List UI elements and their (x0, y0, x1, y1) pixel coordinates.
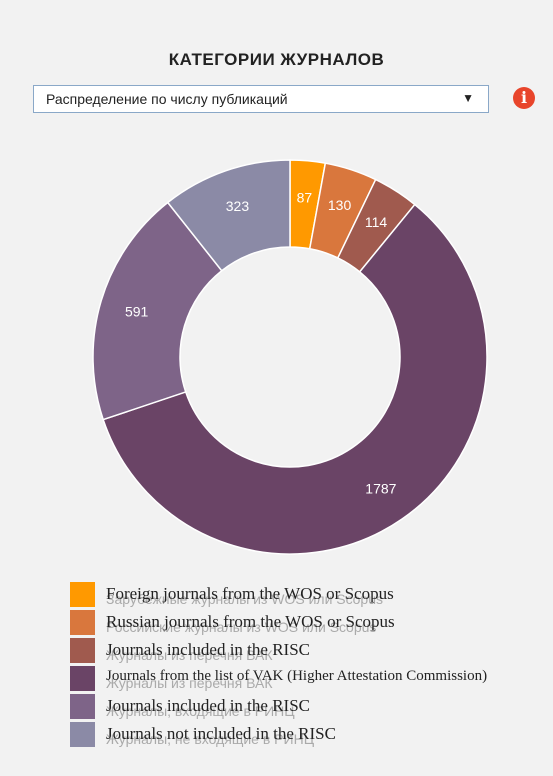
legend-label: Russian journals from the WOS or Scopus (106, 612, 395, 631)
chevron-down-icon: ▼ (462, 91, 474, 105)
legend-label: Journals included in the RISC (106, 696, 310, 715)
donut-chart: 87 130 114 1787 591 323 (92, 159, 488, 555)
legend-swatch (70, 694, 95, 719)
info-icon[interactable]: i (513, 87, 535, 109)
legend-label: Journals from the list of VAK (Higher At… (106, 668, 488, 684)
donut-labels: 87 130 114 1787 591 323 (125, 190, 397, 497)
legend-swatch (70, 722, 95, 747)
legend-swatch (70, 638, 95, 663)
legend-swatch (70, 582, 95, 607)
legend-swatch (70, 610, 95, 635)
slice-value-label: 323 (226, 198, 250, 214)
donut-slice[interactable] (92, 201, 223, 421)
legend-ghost-label: Журналы из перечня ВАК (106, 675, 273, 691)
page-title: КАТЕГОРИИ ЖУРНАЛОВ (168, 50, 385, 69)
legend-label: Foreign journals from the WOS or Scopus (106, 584, 394, 603)
legend-label: Journals not included in the RISC (106, 724, 336, 743)
legend-ghost-label: Журналы из перечня ВАК (106, 647, 273, 663)
slice-value-label: 1787 (365, 481, 396, 497)
legend-ghost-label: Журналы, не входящие в РИНЦ (106, 731, 315, 747)
legend-ghost-label: Журналы, входящие в РИНЦ (106, 703, 295, 719)
legend-ghost-label: Российские журналы из WOS или Scopus (106, 619, 377, 635)
slice-value-label: 114 (365, 214, 388, 230)
donut-slice[interactable] (102, 203, 488, 555)
distribution-select[interactable]: Распределение по числу публикаций ▼ (33, 85, 489, 113)
select-value: Распределение по числу публикаций (46, 91, 288, 107)
legend-label: Journals included in the RISC (106, 640, 310, 659)
donut-slice[interactable] (166, 159, 291, 272)
slice-value-label: 591 (125, 303, 149, 319)
slice-value-label: 130 (328, 197, 352, 213)
legend-swatch (70, 666, 95, 691)
donut-slices (92, 159, 488, 555)
slice-value-label: 87 (297, 190, 313, 206)
legend-ghost-label: Зарубежные журналы из WOS или Scopus (106, 591, 383, 607)
